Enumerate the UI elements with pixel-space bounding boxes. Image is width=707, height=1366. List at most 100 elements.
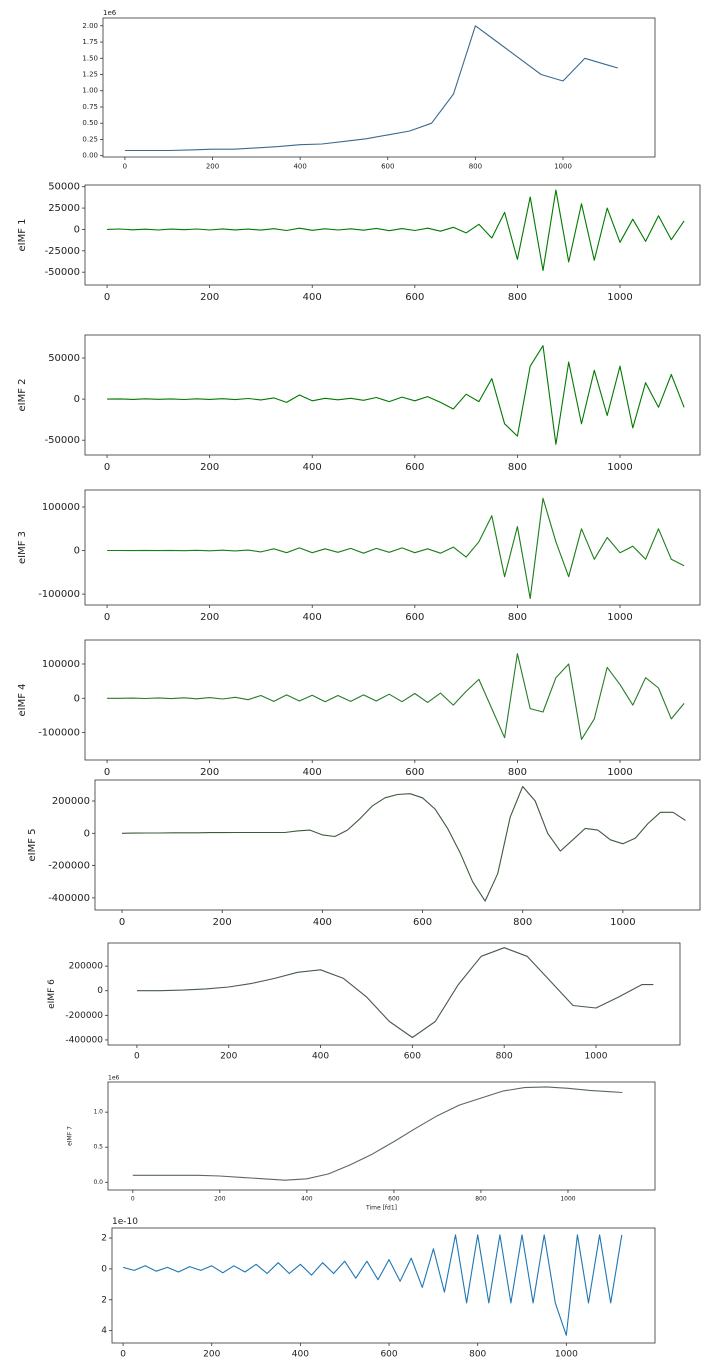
x-tick-label: 600 [405, 292, 424, 303]
data-line [107, 653, 685, 740]
x-tick-label: 600 [405, 767, 424, 778]
y-axis-label: eIMF 1 [17, 218, 28, 251]
offset-text: 1e6 [108, 1074, 120, 1081]
plot-frame [84, 489, 701, 606]
x-tick-label: 200 [214, 1195, 226, 1202]
y-axis-label: eIMF 4 [17, 683, 28, 716]
x-tick-label: 600 [388, 1195, 400, 1202]
y-axis-label: eIMF 6 [47, 979, 57, 1009]
x-tick-label: 400 [303, 767, 322, 778]
x-tick-label: 800 [508, 292, 527, 303]
data-line [121, 785, 686, 902]
x-tick-label: 0 [104, 612, 110, 623]
y-tick-label: -400000 [65, 1035, 103, 1045]
x-tick-label: 1000 [554, 163, 572, 171]
x-tick-label: 600 [380, 1350, 397, 1360]
y-tick-label: 0.75 [82, 103, 98, 111]
x-tick-label: 400 [301, 1195, 313, 1202]
data-line [136, 947, 654, 1039]
x-tick-label: 800 [469, 163, 482, 171]
y-tick-label: -200000 [65, 1011, 103, 1021]
y-tick-label: 4 [101, 1326, 107, 1336]
y-axis-label: eIMF 2 [17, 378, 28, 411]
data-line [124, 25, 618, 152]
x-tick-label: 800 [496, 1052, 513, 1062]
y-tick-label: 100000 [42, 659, 80, 670]
y-tick-label: -50000 [45, 267, 80, 278]
y-tick-label: 0 [97, 986, 103, 996]
y-tick-label: -400000 [48, 893, 90, 904]
x-tick-label: 400 [313, 917, 332, 928]
x-tick-label: 1000 [607, 462, 632, 473]
x-tick-label: 600 [405, 462, 424, 473]
plot-frame [84, 184, 701, 286]
x-tick-label: 400 [293, 163, 306, 171]
x-tick-label: 200 [200, 292, 219, 303]
x-tick-label: 1000 [585, 1052, 608, 1062]
x-tick-label: 800 [508, 462, 527, 473]
x-tick-label: 200 [200, 767, 219, 778]
x-tick-label: 200 [200, 612, 219, 623]
x-tick-label: 400 [312, 1052, 329, 1062]
y-tick-label: 1.75 [82, 38, 98, 46]
y-tick-label: 200000 [52, 796, 90, 807]
plot-frame [102, 17, 656, 158]
x-tick-label: 600 [381, 163, 394, 171]
y-tick-label: 0.5 [93, 1144, 103, 1151]
offset-text: 1e6 [103, 9, 117, 17]
x-tick-label: 200 [220, 1052, 237, 1062]
y-tick-label: -50000 [45, 435, 80, 446]
x-tick-label: 800 [508, 612, 527, 623]
x-tick-label: 600 [405, 612, 424, 623]
y-tick-label: 1.25 [82, 71, 98, 79]
x-tick-label: 1000 [607, 612, 632, 623]
x-tick-label: 400 [303, 292, 322, 303]
y-tick-label: 25000 [48, 203, 80, 214]
y-tick-label: 200000 [69, 962, 104, 972]
x-tick-label: 600 [413, 917, 432, 928]
y-axis-label: eIMF 5 [27, 828, 38, 861]
plot-frame [107, 942, 681, 1046]
x-tick-label: 0 [104, 462, 110, 473]
x-tick-label: 1000 [560, 1195, 575, 1202]
y-tick-label: 0.00 [82, 152, 98, 160]
y-tick-label: 50000 [48, 353, 80, 364]
data-line [122, 1234, 623, 1336]
y-tick-label: 1.0 [93, 1109, 103, 1116]
y-axis-label: eIMF 3 [17, 531, 28, 564]
y-tick-label: 1.00 [82, 87, 98, 95]
x-tick-label: 800 [513, 917, 532, 928]
y-tick-label: 0 [74, 224, 80, 235]
y-tick-label: 0.0 [93, 1179, 103, 1186]
y-tick-label: -100000 [38, 589, 80, 600]
x-tick-label: 400 [292, 1350, 309, 1360]
y-tick-label: 0 [74, 693, 80, 704]
x-tick-label: 1000 [610, 917, 635, 928]
plot-frame [84, 334, 701, 456]
y-tick-label: -100000 [38, 728, 80, 739]
x-tick-label: 0 [104, 767, 110, 778]
x-tick-label: 0 [104, 292, 110, 303]
x-tick-label: 800 [469, 1350, 486, 1360]
plot-frame [107, 1081, 656, 1191]
x-tick-label: 0 [120, 1350, 126, 1360]
x-tick-label: 0 [134, 1052, 140, 1062]
y-axis-label: eIMF 7 [67, 1126, 74, 1146]
x-tick-label: 400 [303, 462, 322, 473]
y-tick-label: 0 [101, 1264, 107, 1274]
x-tick-label: 200 [206, 163, 219, 171]
y-tick-label: 1.50 [82, 54, 98, 62]
data-line [107, 189, 685, 272]
y-tick-label: 2.00 [82, 22, 98, 30]
y-tick-label: 50000 [48, 182, 80, 193]
x-tick-label: 400 [303, 612, 322, 623]
x-tick-label: 200 [200, 462, 219, 473]
x-tick-label: 800 [508, 767, 527, 778]
x-axis-label: Time [fd1] [365, 1205, 397, 1212]
y-tick-label: 0.50 [82, 119, 98, 127]
plot-frame [94, 779, 701, 911]
y-tick-label: 0 [74, 394, 80, 405]
y-tick-label: 0.25 [82, 135, 98, 143]
